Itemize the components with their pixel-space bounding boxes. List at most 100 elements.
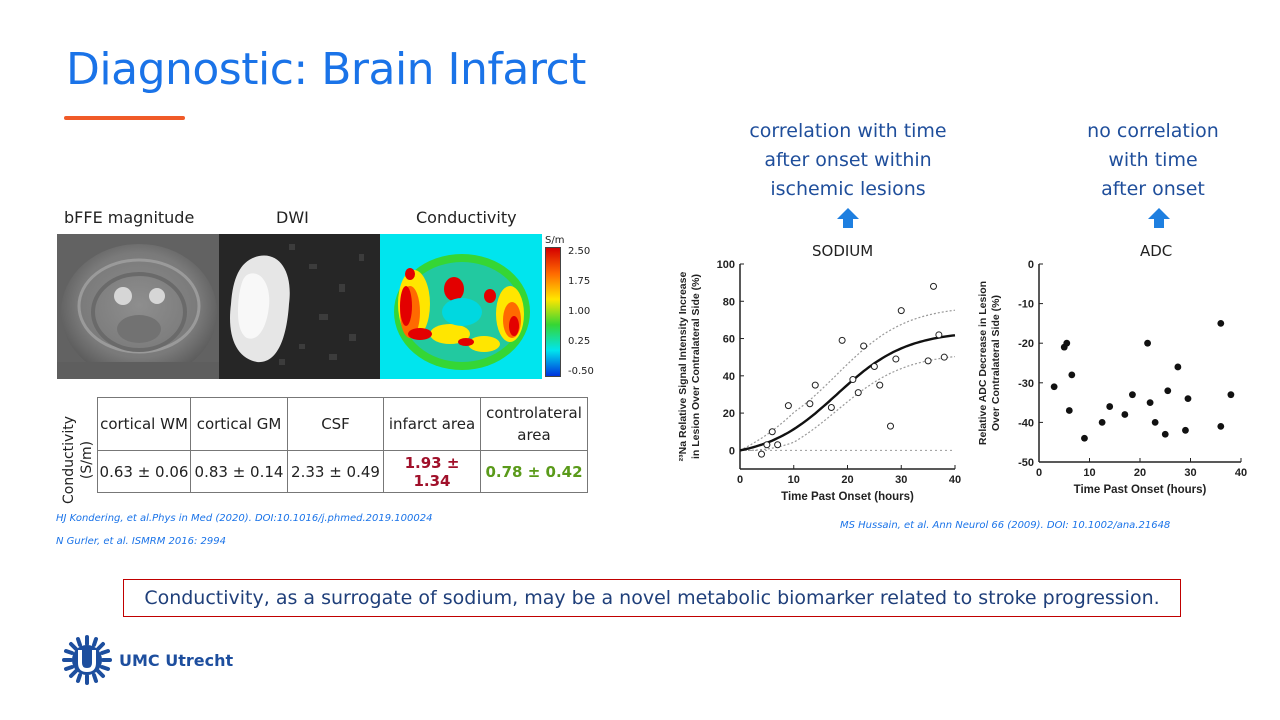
y-tick-label: -10 (1018, 299, 1034, 311)
fit-curve (739, 334, 956, 452)
data-point (811, 381, 819, 389)
data-point (860, 342, 868, 350)
confidence-band-lower (740, 356, 956, 451)
dwi-image (219, 234, 380, 379)
y-tick-label: 0 (729, 445, 735, 457)
x-tick-label: 20 (1134, 467, 1146, 479)
title-underline (64, 116, 185, 120)
up-arrow-icon (1148, 208, 1170, 228)
data-point (1146, 399, 1154, 406)
table-header-cell: cortical WM (97, 397, 191, 451)
y-tick-label: -20 (1018, 338, 1034, 350)
logo-text: UMC Utrecht (119, 651, 234, 670)
table-cell: 2.33 ± 0.49 (287, 450, 384, 493)
image-label-dwi: DWI (276, 208, 309, 227)
y-axis-label: Over Contralateral Side (%) (990, 295, 1002, 431)
conductivity-map-image (380, 234, 542, 379)
data-point (838, 336, 846, 344)
y-tick-label: 40 (723, 371, 735, 383)
data-point (1184, 395, 1192, 403)
colorbar (545, 247, 561, 377)
data-point (806, 400, 814, 408)
x-tick-label: 10 (1083, 467, 1095, 479)
sodium-annotation-line: ischemic lesions (770, 178, 926, 200)
colorbar-tick: 1.75 (568, 276, 591, 287)
x-tick-label: 30 (895, 474, 907, 486)
colorbar-unit: S/m (545, 235, 565, 246)
table-row: 0.63 ± 0.06 0.83 ± 0.14 2.33 ± 0.49 1.93… (97, 450, 588, 493)
x-axis-label: Time Past Onset (hours) (781, 491, 914, 503)
sodium-annotation-line: correlation with time (749, 120, 947, 142)
data-point (930, 282, 937, 290)
data-point (1151, 419, 1159, 426)
reference-kondering: HJ Kondering, et al.Phys in Med (2020). … (56, 513, 433, 524)
adc-chart-title: ADC (1140, 242, 1173, 260)
data-point (924, 357, 932, 365)
x-tick-label: 40 (949, 474, 961, 486)
table-cell-controlateral: 0.78 ± 0.42 (480, 450, 588, 493)
table-header-cell: controlateral area (480, 397, 588, 451)
adc-annotation-line: with time (1108, 149, 1198, 171)
data-point (1217, 320, 1225, 327)
y-axis-label: in Lesion Over Contralateral Side (%) (690, 274, 702, 459)
y-tick-label: 0 (1028, 259, 1034, 271)
conductivity-table: cortical WM cortical GM CSF infarct area… (97, 397, 588, 493)
adc-annotation: no correlation with time after onset (1060, 117, 1246, 204)
sodium-scatter-chart: 0 10 20 30 40 0 20 40 60 80 100 Time Past Onset (ho… (677, 259, 961, 503)
adc-annotation-line: no correlation (1087, 120, 1219, 142)
table-row-label-text: Conductivity (S/m) (61, 416, 95, 504)
x-tick-label: 40 (1235, 467, 1247, 479)
data-point (763, 441, 771, 449)
x-tick-label: 0 (1036, 467, 1042, 479)
table-row-label: Conductivity (S/m) (40, 414, 100, 504)
y-tick-label: 80 (723, 296, 735, 308)
table-cell-infarct: 1.93 ± 1.34 (383, 450, 481, 493)
table-header-row: cortical WM cortical GM CSF infarct area… (97, 397, 588, 451)
sodium-annotation: correlation with time after onset within… (728, 117, 968, 204)
table-cell: 0.63 ± 0.06 (97, 450, 191, 493)
data-point (1098, 419, 1106, 426)
x-tick-label: 10 (788, 474, 800, 486)
up-arrow-icon (837, 208, 859, 228)
data-point (892, 355, 900, 363)
reference-gurler: N Gurler, et al. ISMRM 2016: 2994 (56, 536, 226, 547)
y-tick-label: -40 (1018, 417, 1034, 429)
data-point (1065, 407, 1073, 414)
colorbar-tick: 1.00 (568, 306, 591, 317)
data-point (935, 331, 943, 339)
x-tick-label: 0 (737, 474, 743, 486)
adc-annotation-line: after onset (1101, 178, 1205, 200)
data-point (768, 428, 776, 436)
data-point (1144, 339, 1151, 347)
data-point (1106, 403, 1114, 410)
data-point (774, 441, 782, 449)
umc-utrecht-logo-icon (62, 635, 112, 685)
confidence-band-upper (739, 309, 956, 451)
table-header-cell: infarct area (383, 397, 481, 451)
data-point (1174, 363, 1182, 371)
conclusion-box: Conductivity, as a surrogate of sodium, … (123, 579, 1181, 617)
x-tick-label: 30 (1184, 467, 1196, 479)
data-point (887, 422, 894, 430)
reference-hussain: MS Hussain, et al. Ann Neurol 66 (2009).… (840, 520, 1171, 531)
bffe-magnitude-image (57, 234, 219, 379)
x-tick-label: 20 (841, 474, 853, 486)
adc-scatter-chart: 0 10 20 30 40 0 -10 -20 -30 -40 -50 Time Past Onset… (977, 259, 1247, 496)
data-point (876, 381, 884, 389)
data-point (1164, 387, 1172, 395)
data-point (854, 389, 862, 397)
y-tick-label: -30 (1018, 378, 1034, 390)
y-tick-label: -50 (1018, 457, 1034, 469)
y-tick-label: 20 (723, 408, 735, 420)
data-point (827, 404, 835, 411)
data-point (849, 376, 857, 384)
data-point (1217, 422, 1225, 430)
y-tick-label: 60 (723, 334, 735, 346)
sodium-chart-title: SODIUM (812, 242, 874, 260)
data-point (1063, 339, 1071, 347)
table-header-cell: CSF (287, 397, 384, 451)
data-point (1068, 371, 1076, 379)
data-point (758, 450, 765, 458)
colorbar-tick: -0.50 (568, 366, 594, 377)
data-point (1182, 426, 1189, 434)
